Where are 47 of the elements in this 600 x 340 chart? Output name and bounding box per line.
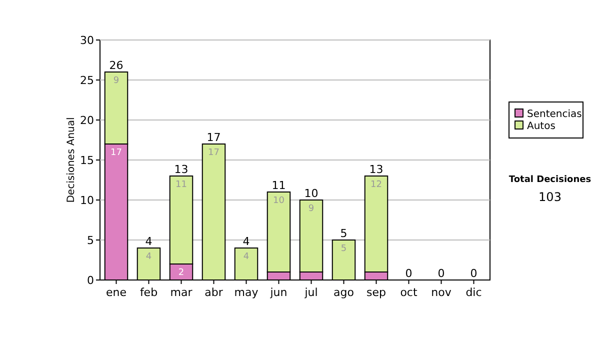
- text: Total Decisiones: [508, 175, 592, 185]
- y-tick-label: 20: [80, 114, 94, 127]
- total-label: 17: [206, 131, 221, 144]
- total-label: 13: [174, 163, 188, 176]
- text: 103: [538, 190, 562, 204]
- data-label: 10: [273, 196, 285, 206]
- total-label: 13: [369, 163, 384, 176]
- x-tick-label: ago: [334, 286, 354, 299]
- data-label: 12: [370, 180, 382, 190]
- y-axis-title: Decisiones Anual: [66, 117, 77, 203]
- x-tick-label: mar: [170, 286, 193, 299]
- total-label: 26: [109, 59, 124, 72]
- x-tick-label: oct: [400, 286, 418, 299]
- total-label: 0: [438, 267, 445, 280]
- data-label: 9: [308, 204, 314, 214]
- y-tick-label: 10: [80, 194, 94, 207]
- x-tick-label: jul: [304, 286, 318, 299]
- data-label: 4: [243, 252, 250, 262]
- x-tick-label: feb: [140, 286, 158, 299]
- x-tick-label: nov: [431, 286, 452, 299]
- data-label: 4: [146, 252, 152, 262]
- x-tick-label: sep: [366, 286, 386, 299]
- y-tick-label: 15: [80, 154, 94, 167]
- total-label: 11: [272, 179, 286, 192]
- total-label: 0: [405, 267, 412, 280]
- data-label: 17: [208, 148, 220, 158]
- x-tick-label: abr: [204, 286, 224, 299]
- legend-label: Sentencias: [527, 109, 582, 120]
- data-label: 9: [113, 76, 120, 86]
- data-label: 11: [176, 180, 187, 190]
- total-label: 4: [242, 235, 250, 248]
- legend-label: Autos: [527, 121, 556, 132]
- total-label: 4: [145, 235, 152, 248]
- total-label: 0: [470, 267, 478, 280]
- x-tick-label: ene: [106, 286, 127, 299]
- data-label: 17: [110, 148, 122, 158]
- x-tick-label: jun: [269, 286, 288, 299]
- y-tick-label: 5: [87, 234, 94, 247]
- data-label: 2: [178, 268, 184, 278]
- data-label: 5: [340, 244, 347, 254]
- x-tick-label: dic: [466, 286, 482, 299]
- y-tick-label: 25: [80, 74, 94, 87]
- y-tick-label: 30: [80, 34, 94, 47]
- total-label: 10: [304, 187, 318, 200]
- total-label: 5: [340, 227, 348, 240]
- y-tick-label: 0: [87, 274, 94, 287]
- x-tick-label: may: [234, 286, 259, 299]
